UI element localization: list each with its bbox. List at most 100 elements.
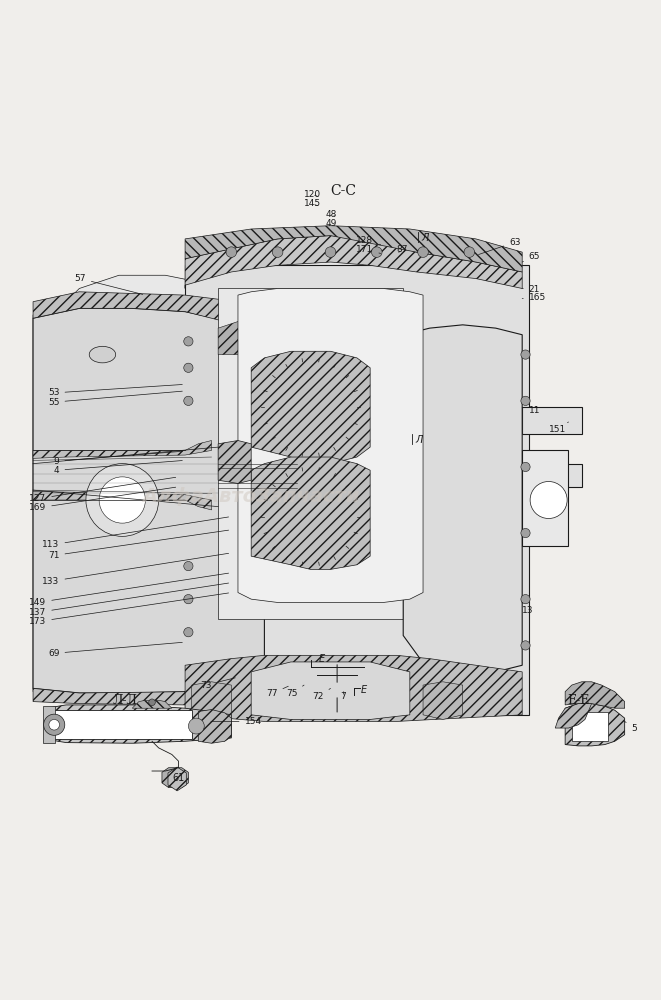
Text: E: E <box>360 685 366 695</box>
Circle shape <box>261 467 360 566</box>
Polygon shape <box>192 682 231 719</box>
Polygon shape <box>33 491 212 510</box>
Circle shape <box>530 481 567 519</box>
Polygon shape <box>251 457 370 569</box>
Circle shape <box>226 247 237 257</box>
Text: 55: 55 <box>48 391 182 407</box>
Text: 128: 128 <box>356 236 381 245</box>
Circle shape <box>521 350 530 359</box>
Circle shape <box>521 641 530 650</box>
Text: Л: Л <box>415 435 422 445</box>
Circle shape <box>184 628 193 637</box>
Text: 57: 57 <box>75 274 143 294</box>
Text: 65: 65 <box>522 252 540 262</box>
Polygon shape <box>565 704 625 746</box>
Text: Л: Л <box>422 233 429 243</box>
Circle shape <box>184 561 193 571</box>
Polygon shape <box>370 322 403 355</box>
Text: 7: 7 <box>340 692 346 701</box>
Text: 120: 120 <box>303 190 321 199</box>
Circle shape <box>521 595 530 604</box>
Polygon shape <box>132 700 172 708</box>
Bar <box>218 288 403 619</box>
Polygon shape <box>185 226 522 272</box>
Circle shape <box>184 337 193 346</box>
Text: 71: 71 <box>48 530 229 560</box>
Polygon shape <box>565 682 625 708</box>
Bar <box>522 464 582 487</box>
Text: 169: 169 <box>29 487 176 512</box>
Text: 72: 72 <box>313 688 330 701</box>
Polygon shape <box>251 351 370 464</box>
Circle shape <box>521 462 530 472</box>
Text: 77: 77 <box>266 686 288 698</box>
Text: 87: 87 <box>397 245 408 254</box>
Polygon shape <box>423 682 463 719</box>
Circle shape <box>272 247 283 257</box>
Text: 137: 137 <box>29 583 229 617</box>
Text: 61: 61 <box>173 773 184 783</box>
Circle shape <box>184 396 193 405</box>
Text: 13: 13 <box>522 602 533 615</box>
Text: 171: 171 <box>356 245 381 254</box>
Polygon shape <box>168 767 186 791</box>
Text: 9: 9 <box>54 451 182 466</box>
Circle shape <box>464 247 475 257</box>
Text: 69: 69 <box>48 642 182 658</box>
Text: С-С: С-С <box>330 184 357 198</box>
Text: 48: 48 <box>326 210 337 219</box>
Polygon shape <box>162 768 188 788</box>
Text: 73: 73 <box>200 678 235 690</box>
Ellipse shape <box>89 346 116 363</box>
Bar <box>46 710 192 739</box>
Polygon shape <box>46 705 231 743</box>
Polygon shape <box>33 308 264 693</box>
Polygon shape <box>218 441 251 483</box>
Circle shape <box>371 247 382 257</box>
Polygon shape <box>33 242 522 698</box>
Polygon shape <box>198 710 231 743</box>
Circle shape <box>261 358 360 457</box>
Text: Е-Е: Е-Е <box>567 694 590 707</box>
Circle shape <box>521 396 530 405</box>
Polygon shape <box>33 292 264 331</box>
Text: 75: 75 <box>286 685 304 698</box>
Text: E: E <box>319 654 325 664</box>
Text: 63: 63 <box>479 238 520 255</box>
Polygon shape <box>555 704 592 728</box>
Text: 49: 49 <box>326 219 337 228</box>
Circle shape <box>521 528 530 538</box>
Polygon shape <box>251 662 410 719</box>
Bar <box>522 407 582 434</box>
Circle shape <box>99 477 145 523</box>
Text: 151: 151 <box>549 422 568 434</box>
Polygon shape <box>33 441 212 458</box>
Circle shape <box>149 699 155 706</box>
Polygon shape <box>238 288 423 602</box>
Circle shape <box>188 718 204 734</box>
Text: 173: 173 <box>29 593 229 626</box>
Text: АлфаАвтоЗапчасти: АлфаАвтоЗапчасти <box>143 487 360 506</box>
Text: 145: 145 <box>303 199 321 208</box>
Text: 5: 5 <box>625 721 637 733</box>
Text: 11: 11 <box>522 406 540 415</box>
Circle shape <box>86 464 159 536</box>
Text: Л-Л: Л-Л <box>113 694 138 707</box>
Circle shape <box>44 714 65 735</box>
Circle shape <box>184 363 193 372</box>
Polygon shape <box>403 325 522 675</box>
Bar <box>185 265 529 715</box>
Text: 133: 133 <box>42 553 229 586</box>
Bar <box>43 706 55 743</box>
Polygon shape <box>218 322 251 355</box>
Text: 21: 21 <box>522 285 540 294</box>
Text: 113: 113 <box>42 517 229 549</box>
Text: 165: 165 <box>522 293 546 302</box>
Circle shape <box>325 247 336 257</box>
Text: 53: 53 <box>48 385 182 397</box>
Text: 127: 127 <box>29 477 176 503</box>
Polygon shape <box>185 236 522 288</box>
Text: 154: 154 <box>211 717 262 726</box>
Circle shape <box>418 247 428 257</box>
Polygon shape <box>185 655 522 721</box>
